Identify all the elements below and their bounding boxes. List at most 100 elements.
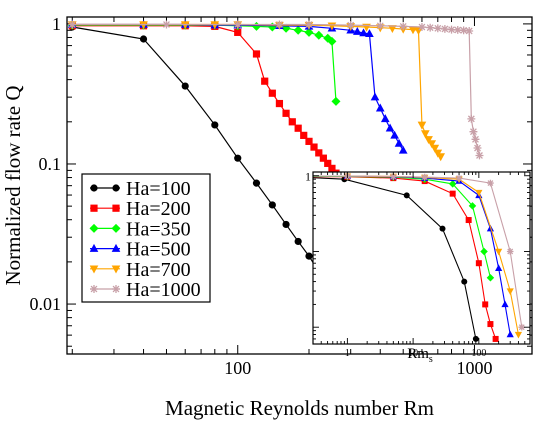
inset-data-point-ha-200 [482,301,489,308]
data-point-ha-1000 [417,23,426,31]
legend-marker [111,243,121,252]
inset-series-ha-100 [313,176,479,342]
data-point-ha-100 [268,201,276,209]
data-point-ha-500 [353,26,362,35]
inset-data-point-ha-1000 [487,179,494,187]
data-point-ha-1000 [399,22,408,31]
data-point-ha-500 [398,145,408,154]
series-line-ha-500 [72,23,404,151]
inset-series-line [313,177,477,340]
inset-x-tick-label: 100 [471,348,486,359]
data-point-ha-500 [375,103,385,112]
data-point-ha-100 [252,179,261,187]
data-point-ha-200 [252,50,261,58]
legend-entry-ha-1000: Ha=1000 [90,279,201,301]
inset-data-point-ha-350 [480,247,488,256]
legend-label: Ha=700 [126,259,191,281]
data-point-ha-500 [394,138,404,147]
inset-data-point-ha-1000 [506,248,514,255]
y-axis-label: Normalized flow rate Q [1,85,25,285]
series-ha-200 [68,22,344,182]
data-point-ha-200 [315,149,323,157]
inset-data-point-ha-200 [492,335,499,342]
data-point-ha-1000 [305,20,313,29]
legend-entry-ha-200: Ha=200 [90,198,191,220]
data-point-ha-500 [380,114,390,123]
data-point-ha-1000 [68,20,77,29]
inset-data-point-ha-1000 [518,323,526,331]
inset-data-point-ha-500 [495,264,503,271]
data-point-ha-700 [180,21,190,30]
data-point-ha-700 [424,136,433,144]
series-line-ha-200 [72,25,341,178]
data-point-ha-350 [314,30,324,40]
legend-marker [89,243,99,252]
legend-entry-ha-500: Ha=500 [89,239,191,261]
y-tick-label: 1 [52,14,61,34]
data-point-ha-200 [300,131,308,139]
inset-data-point-ha-350 [486,273,495,282]
data-point-ha-200 [288,118,296,126]
inset-data-point-ha-500 [501,300,509,308]
legend-entry-ha-100: Ha=100 [90,178,191,200]
inset-x-tick-label: 10 [408,348,418,359]
inset-data-point-ha-200 [487,321,494,328]
legend-marker [112,204,120,212]
data-point-ha-1000 [471,135,480,144]
inset-data-point-ha-100 [403,192,410,199]
inset-data-point-ha-1000 [390,173,397,180]
data-point-ha-350 [327,36,337,46]
inset-data-point-ha-700 [506,288,514,295]
data-point-ha-350 [331,96,341,106]
legend-marker [90,204,98,212]
inset-data-point-ha-700 [514,331,523,339]
data-point-ha-1000 [453,26,462,34]
data-point-ha-200 [261,77,269,85]
data-point-ha-350 [293,25,303,35]
data-point-ha-1000 [459,26,468,35]
data-point-ha-200 [319,154,327,162]
inset-data-point-ha-100 [439,225,446,232]
legend-marker [112,285,120,293]
legend-label: Ha=500 [126,239,191,261]
data-point-ha-1000 [376,21,385,30]
data-point-ha-500 [359,28,368,37]
data-point-ha-200 [294,124,302,132]
data-point-ha-1000 [162,20,171,29]
data-point-ha-100 [211,121,219,129]
data-point-ha-1000 [475,151,484,160]
data-point-ha-1000 [469,127,478,136]
inset-x-tick-label: 1 [345,348,350,359]
data-point-ha-1000 [346,21,355,30]
data-point-ha-200 [268,89,276,97]
y-tick-label: 0.01 [30,294,62,314]
inset-data-point-ha-200 [475,260,482,267]
data-point-ha-1000 [467,114,476,123]
inset-background [313,172,530,344]
data-point-ha-100 [234,154,242,162]
legend-marker [112,184,120,192]
data-point-ha-500 [390,130,399,139]
legend-box [81,173,211,303]
data-point-ha-100 [282,220,290,229]
inset-series-group [313,172,526,342]
data-point-ha-1000 [440,25,449,33]
inset-data-point-ha-700 [495,248,503,256]
inset-data-point-ha-1000 [421,173,428,181]
inset-data-point-ha-350 [448,180,457,188]
data-point-ha-100 [305,252,313,260]
data-point-ha-700 [139,21,148,30]
data-point-ha-1000 [275,20,284,29]
data-point-ha-100 [139,35,148,43]
data-point-ha-100 [181,82,189,90]
legend-label: Ha=200 [126,198,191,220]
inset-data-point-ha-350 [468,202,477,210]
inset-data-point-ha-700 [475,189,483,197]
inset-x-axis-label-main: Rm [407,346,429,362]
data-point-ha-200 [324,159,332,167]
series-ha-700 [67,21,446,162]
data-point-ha-700 [436,153,446,162]
data-point-ha-200 [328,164,336,172]
